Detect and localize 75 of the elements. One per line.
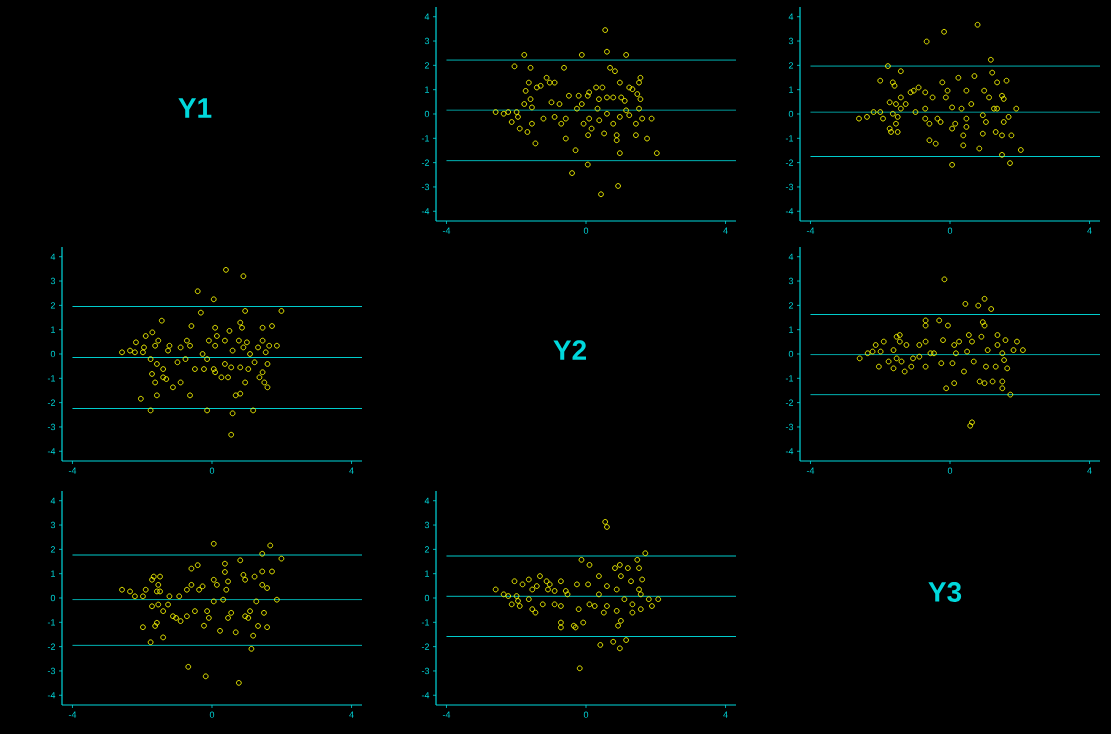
x-tick-label: 4 (723, 711, 728, 718)
x-tick-label: 0 (947, 467, 953, 474)
y-tick-label: 1 (51, 326, 56, 333)
y-tick-label: 0 (50, 350, 56, 358)
text: Y2 (553, 340, 586, 360)
x-tick-label: 0 (209, 711, 215, 718)
y-tick-label: -3 (421, 667, 430, 675)
y-tick-label: 0 (788, 110, 794, 118)
y-tick-label: -1 (47, 619, 56, 626)
y-tick-label: -3 (421, 183, 430, 191)
x-tick-label: 4 (349, 711, 354, 718)
y-tick-label: 2 (788, 62, 794, 69)
y-tick-label: -1 (785, 375, 794, 382)
text: Y3 (928, 582, 962, 602)
y-tick-label: -4 (47, 692, 56, 699)
y-tick-label: -4 (785, 448, 794, 455)
y-tick-label: -2 (47, 643, 56, 650)
y-tick-label: 3 (50, 521, 56, 529)
y-tick-label: 2 (788, 302, 794, 309)
y-tick-label: 4 (50, 253, 56, 260)
y-tick-label: 0 (50, 594, 56, 602)
y-tick-label: -2 (421, 643, 430, 650)
x-tick-label: 4 (723, 227, 728, 234)
y-tick-label: -3 (785, 183, 794, 191)
y-tick-label: 1 (789, 326, 794, 333)
y-tick-label: 4 (788, 13, 794, 20)
y-tick-label: 1 (425, 570, 430, 577)
x-tick-label: 4 (349, 467, 354, 474)
y-tick-label: -4 (421, 692, 430, 699)
y-tick-label: 3 (50, 277, 56, 285)
y-tick-label: -1 (421, 619, 430, 626)
y-tick-label: 0 (424, 594, 430, 602)
y-tick-label: 2 (50, 546, 56, 553)
y-tick-label: -4 (785, 208, 794, 215)
x-tick-label: 4 (1087, 467, 1092, 474)
y-tick-label: -2 (47, 399, 56, 406)
x-tick-label: -4 (442, 227, 451, 234)
x-tick-label: 0 (583, 227, 589, 234)
y-tick-label: 4 (424, 497, 430, 504)
y-tick-label: -2 (785, 159, 794, 166)
y-tick-label: 1 (51, 570, 56, 577)
y-tick-label: 1 (425, 86, 430, 93)
y-tick-label: 2 (424, 546, 430, 553)
y-tick-label: 2 (50, 302, 56, 309)
y-tick-label: 3 (424, 521, 430, 529)
y-tick-label: -1 (47, 375, 56, 382)
text: Y1 (178, 98, 212, 118)
y-tick-label: 3 (788, 277, 794, 285)
y-tick-label: -2 (421, 159, 430, 166)
y-tick-label: 0 (424, 110, 430, 118)
y-tick-label: -3 (785, 423, 794, 431)
x-tick-label: -4 (68, 711, 77, 718)
x-tick-label: 0 (209, 467, 215, 474)
y-tick-label: 4 (788, 253, 794, 260)
y-tick-label: 4 (50, 497, 56, 504)
y-tick-label: 4 (424, 13, 430, 20)
y-tick-label: -4 (47, 448, 56, 455)
y-tick-label: -3 (47, 667, 56, 675)
y-tick-label: 0 (788, 350, 794, 358)
y-tick-label: -3 (47, 423, 56, 431)
y-tick-label: -1 (421, 135, 430, 142)
y-tick-label: 2 (424, 62, 430, 69)
y-tick-label: 1 (789, 86, 794, 93)
x-tick-label: -4 (806, 467, 815, 474)
x-tick-label: 0 (947, 227, 953, 234)
y-tick-label: -1 (785, 135, 794, 142)
x-tick-label: -4 (442, 711, 451, 718)
x-tick-label: 4 (1087, 227, 1092, 234)
y-tick-label: -2 (785, 399, 794, 406)
x-tick-label: 0 (583, 711, 589, 718)
x-tick-label: -4 (806, 227, 815, 234)
y-tick-label: 3 (424, 37, 430, 45)
y-tick-label: 3 (788, 37, 794, 45)
x-tick-label: -4 (68, 467, 77, 474)
y-tick-label: -4 (421, 208, 430, 215)
